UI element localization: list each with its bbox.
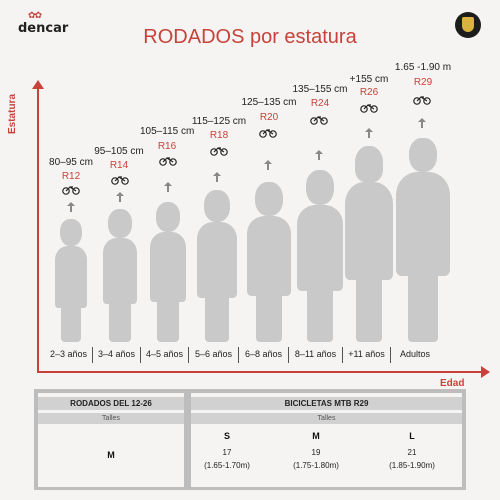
arrow-up-icon bbox=[365, 128, 373, 138]
person-silhouette bbox=[196, 190, 238, 342]
age-label: 3–4 años bbox=[93, 347, 141, 363]
arrow-up-icon bbox=[264, 160, 272, 170]
page-title: RODADOS por estatura bbox=[143, 26, 357, 48]
person-silhouette bbox=[246, 182, 292, 342]
bicycle-icon bbox=[413, 96, 431, 105]
logo-text: dencar bbox=[18, 21, 69, 36]
rodado-label: R12 bbox=[61, 171, 81, 182]
table-right-subheader: Talles bbox=[191, 413, 462, 424]
rodado-label: R14 bbox=[109, 160, 129, 171]
arrow-up-icon bbox=[116, 192, 124, 202]
dencar-logo: ✿✿ dencar bbox=[18, 10, 68, 38]
flower-icon: ✿✿ bbox=[28, 10, 42, 20]
bicycle-icon bbox=[62, 186, 80, 195]
rodado-label: R18 bbox=[209, 130, 229, 141]
height-range: 1.65 -1.90 m bbox=[394, 62, 452, 73]
person-silhouette bbox=[149, 202, 187, 342]
table-left-subheader: Talles bbox=[38, 413, 184, 424]
age-label: 6–8 años bbox=[239, 347, 289, 363]
table-right-header: BICICLETAS MTB R29 bbox=[191, 397, 462, 410]
size-label: M bbox=[312, 431, 320, 441]
rodado-label: R16 bbox=[157, 141, 177, 152]
size-value: 21 bbox=[407, 448, 417, 457]
rodado-label: R24 bbox=[310, 98, 330, 109]
height-range: 105–115 cm bbox=[140, 126, 195, 137]
y-axis-arrow-icon bbox=[32, 80, 44, 89]
arrow-up-icon bbox=[67, 202, 75, 212]
rodado-label: R26 bbox=[359, 87, 379, 98]
height-range: 80–95 cm bbox=[49, 157, 93, 168]
arrow-up-icon bbox=[315, 150, 323, 160]
shield-badge-icon bbox=[455, 12, 481, 38]
height-range: 115–125 cm bbox=[191, 116, 247, 127]
bicycle-icon bbox=[111, 176, 129, 185]
age-label: 2–3 años bbox=[45, 347, 93, 363]
size-range: (1.85-1.90m) bbox=[389, 461, 435, 470]
bicycle-icon bbox=[259, 129, 277, 138]
age-label: Adultos bbox=[399, 349, 431, 359]
person-silhouette bbox=[395, 138, 451, 342]
size-range: (1.65-1.70m) bbox=[204, 461, 250, 470]
arrow-up-icon bbox=[418, 118, 426, 128]
height-range: 95–105 cm bbox=[94, 146, 144, 157]
person-silhouette bbox=[54, 219, 88, 342]
rodado-label: R29 bbox=[413, 77, 433, 88]
size-value: 19 bbox=[311, 448, 321, 457]
person-silhouette bbox=[296, 170, 344, 342]
age-label: 5–6 años bbox=[189, 347, 239, 363]
size-label: S bbox=[223, 431, 230, 441]
bicycle-icon bbox=[159, 157, 177, 166]
x-axis-arrow-icon bbox=[481, 366, 490, 378]
x-axis-label: Edad bbox=[440, 378, 465, 389]
age-row: 2–3 años 3–4 años 4–5 años 5–6 años 6–8 … bbox=[45, 347, 445, 363]
height-range: 125–135 cm bbox=[241, 97, 297, 108]
arrow-up-icon bbox=[164, 182, 172, 192]
y-axis-label: Estatura bbox=[7, 93, 18, 134]
bicycle-icon bbox=[210, 147, 228, 156]
size-value: 17 bbox=[222, 448, 232, 457]
size-label: L bbox=[409, 431, 415, 441]
age-label: 4–5 años bbox=[141, 347, 189, 363]
arrow-up-icon bbox=[213, 172, 221, 182]
bicycle-icon bbox=[310, 116, 328, 125]
table-left-size: M bbox=[107, 450, 115, 460]
x-axis-line bbox=[37, 371, 482, 373]
age-label: 8–11 años bbox=[289, 347, 343, 363]
age-label: +11 años bbox=[343, 347, 391, 363]
table-left-header: RODADOS DEL 12-26 bbox=[38, 397, 184, 410]
height-range: 135–155 cm bbox=[292, 84, 348, 95]
size-range: (1.75-1.80m) bbox=[293, 461, 339, 470]
person-silhouette bbox=[344, 146, 394, 342]
height-range: +155 cm bbox=[349, 74, 389, 85]
rodado-label: R20 bbox=[259, 112, 279, 123]
bicycle-icon bbox=[360, 104, 378, 113]
y-axis-line bbox=[37, 86, 39, 372]
person-silhouette bbox=[102, 209, 138, 342]
